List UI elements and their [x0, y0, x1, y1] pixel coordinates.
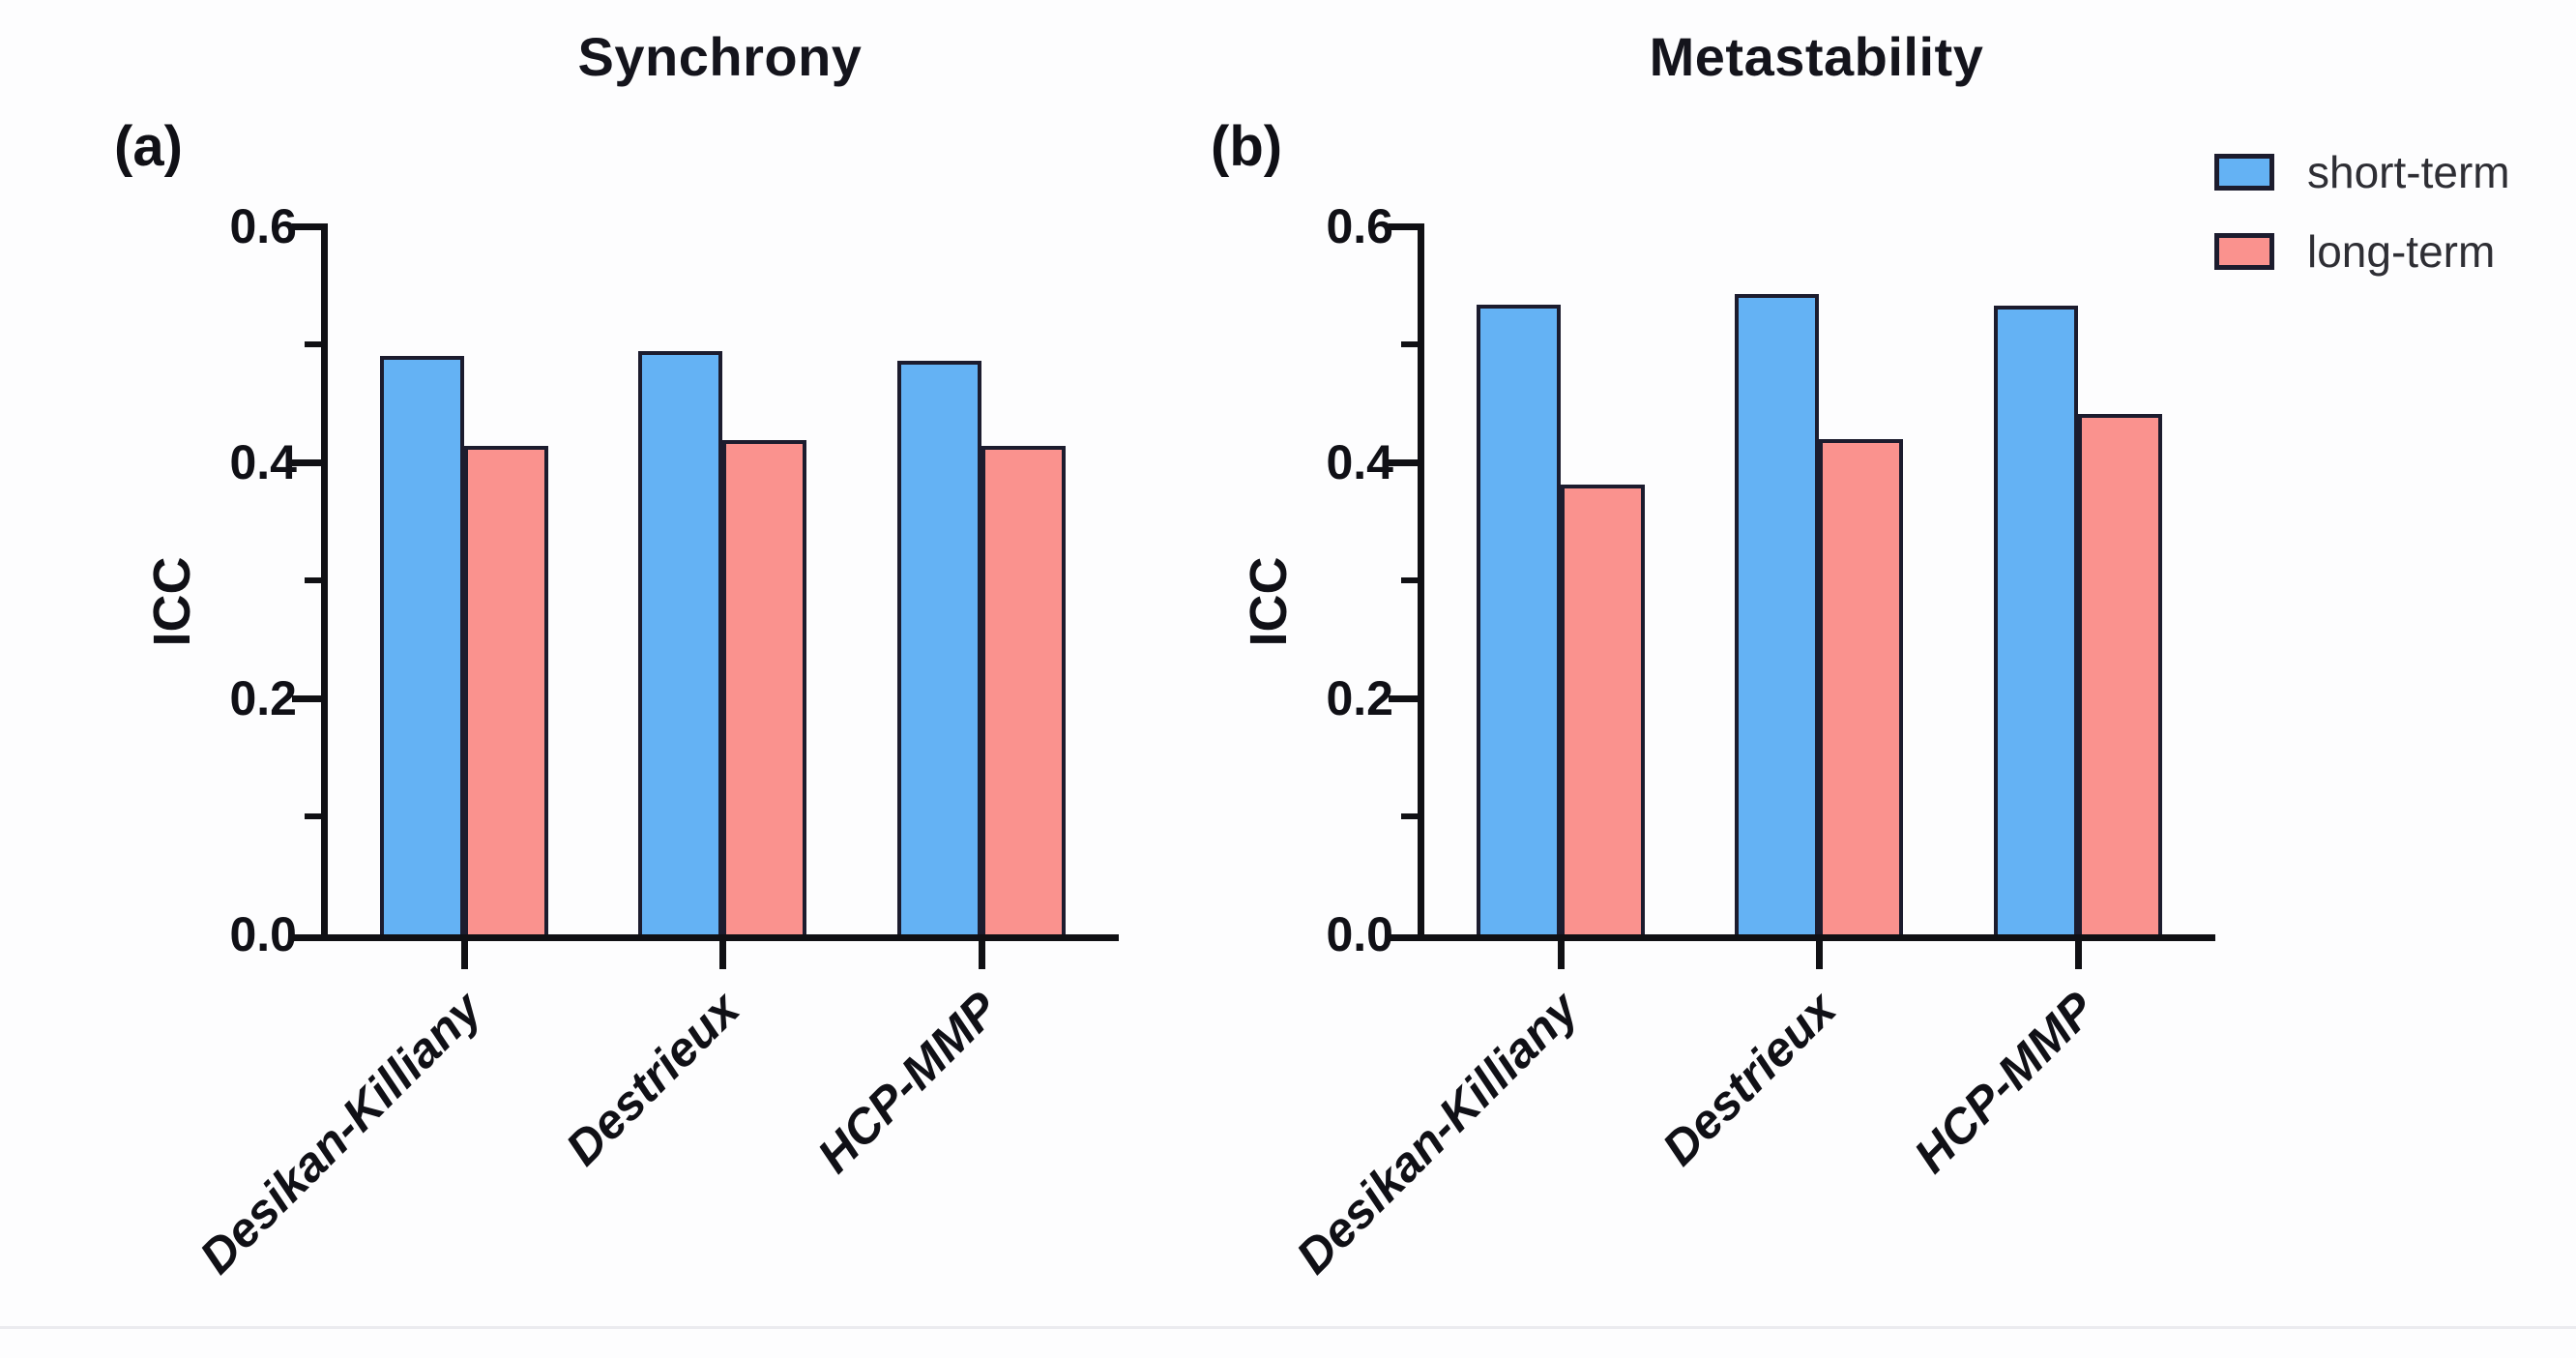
bar-short-term-hcp-mmp — [1994, 305, 2078, 938]
ytick-major-0.4 — [1389, 459, 1418, 466]
ytick-minor-0.3 — [1401, 577, 1418, 583]
bar-long-term-desikan-killiany — [464, 445, 548, 938]
xtick-destrieux — [1816, 934, 1823, 969]
bar-short-term-hcp-mmp — [897, 361, 981, 938]
category-label-desikan-killiany: Desikan-Killiany — [1285, 981, 1589, 1284]
bar-long-term-hcp-mmp — [981, 445, 1066, 938]
xtick-desikan-killiany — [1558, 934, 1565, 969]
xtick-hcp-mmp — [2075, 934, 2082, 969]
category-label-desikan-killiany: Desikan-Killiany — [189, 981, 492, 1284]
ytick-minor-0.3 — [305, 577, 321, 583]
legend-swatch-long-term-icon — [2214, 233, 2274, 270]
ytick-label-0.2: 0.2 — [229, 671, 297, 725]
panel-letter--b-: (b) — [1211, 115, 1283, 178]
bottom-rule — [0, 1326, 2576, 1329]
y-axis-label-synchrony: ICC — [143, 556, 201, 647]
y-axis-label-metastability: ICC — [1240, 556, 1298, 647]
ytick-minor-0.1 — [305, 813, 321, 819]
ytick-minor-0.1 — [1401, 813, 1418, 819]
bar-long-term-hcp-mmp — [2078, 413, 2162, 938]
legend-swatch-short-term-icon — [2214, 154, 2274, 191]
x-axis-line — [1389, 934, 2215, 941]
legend: short-term long-term — [2214, 145, 2510, 304]
ytick-label-0.4: 0.4 — [229, 435, 297, 489]
ytick-major-0.4 — [292, 459, 321, 466]
ytick-label-0.4: 0.4 — [1326, 435, 1393, 489]
category-label-hcp-mmp: HCP-MMP — [1903, 981, 2106, 1184]
legend-item-long-term: long-term — [2214, 224, 2510, 279]
bar-short-term-destrieux — [1735, 293, 1819, 938]
ytick-label-0.0: 0.0 — [1326, 907, 1393, 961]
y-axis-line — [1418, 223, 1424, 941]
ytick-major-0.2 — [1389, 695, 1418, 702]
ytick-minor-0.5 — [305, 341, 321, 347]
y-axis-line — [321, 223, 328, 941]
ytick-label-0.6: 0.6 — [1326, 199, 1393, 253]
ytick-major-0.6 — [1389, 223, 1418, 230]
ytick-label-0.0: 0.0 — [229, 907, 297, 961]
bar-short-term-desikan-killiany — [1477, 304, 1561, 938]
chart-title-metastability: Metastability — [1649, 26, 1984, 87]
xtick-hcp-mmp — [979, 934, 985, 969]
ytick-label-0.2: 0.2 — [1326, 671, 1393, 725]
bar-long-term-destrieux — [722, 439, 806, 938]
category-label-destrieux: Destrieux — [1652, 981, 1847, 1176]
chart-title-synchrony: Synchrony — [577, 26, 863, 87]
xtick-destrieux — [719, 934, 726, 969]
ytick-minor-0.5 — [1401, 341, 1418, 347]
legend-label-long-term: long-term — [2307, 226, 2496, 277]
category-label-destrieux: Destrieux — [555, 981, 750, 1176]
legend-item-short-term: short-term — [2214, 145, 2510, 199]
ytick-major-0.2 — [292, 695, 321, 702]
x-axis-line — [292, 934, 1119, 941]
ytick-label-0.6: 0.6 — [229, 199, 297, 253]
bar-long-term-desikan-killiany — [1561, 485, 1645, 938]
bar-long-term-destrieux — [1819, 438, 1903, 938]
xtick-desikan-killiany — [461, 934, 468, 969]
category-label-hcp-mmp: HCP-MMP — [806, 981, 1010, 1184]
ytick-major-0.6 — [292, 223, 321, 230]
panel-letter--a-: (a) — [114, 115, 183, 178]
bar-short-term-destrieux — [638, 351, 722, 938]
legend-label-short-term: short-term — [2307, 147, 2510, 197]
bar-short-term-desikan-killiany — [380, 356, 464, 938]
